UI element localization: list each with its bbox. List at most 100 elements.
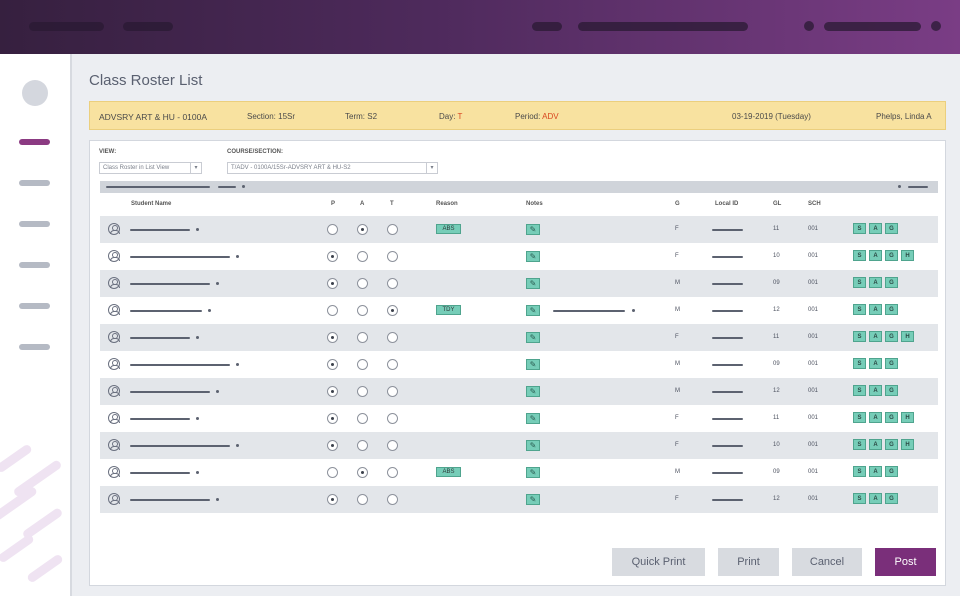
sidebar-item[interactable] xyxy=(19,180,50,186)
chip-g-button[interactable]: G xyxy=(885,439,898,450)
chip-a-button[interactable]: A xyxy=(869,385,882,396)
chip-g-button[interactable]: G xyxy=(885,223,898,234)
attendance-radio-a[interactable] xyxy=(357,305,368,316)
chip-g-button[interactable]: G xyxy=(885,493,898,504)
edit-note-icon[interactable]: ✎ xyxy=(526,359,540,370)
chip-g-button[interactable]: G xyxy=(885,277,898,288)
chip-g-button[interactable]: G xyxy=(885,358,898,369)
attendance-radio-t[interactable] xyxy=(387,224,398,235)
edit-note-icon[interactable]: ✎ xyxy=(526,386,540,397)
cancel-button[interactable]: Cancel xyxy=(792,548,862,576)
attendance-radio-p[interactable] xyxy=(327,386,338,397)
chip-g-button[interactable]: G xyxy=(885,466,898,477)
course-select[interactable]: T/ADV - 0100A/15Sr-ADVSRY ART & HU-S2 ▾ xyxy=(227,162,438,174)
settings-icon[interactable] xyxy=(931,21,941,31)
edit-note-icon[interactable]: ✎ xyxy=(526,278,540,289)
student-name-placeholder[interactable] xyxy=(130,256,230,258)
attendance-radio-p[interactable] xyxy=(327,467,338,478)
chip-s-button[interactable]: S xyxy=(853,493,866,504)
chip-s-button[interactable]: S xyxy=(853,385,866,396)
student-name-placeholder[interactable] xyxy=(130,310,202,312)
chip-a-button[interactable]: A xyxy=(869,358,882,369)
reason-badge[interactable]: ABS xyxy=(436,467,461,477)
chip-s-button[interactable]: S xyxy=(853,331,866,342)
chip-s-button[interactable]: S xyxy=(853,412,866,423)
attendance-radio-a[interactable] xyxy=(357,440,368,451)
chip-s-button[interactable]: S xyxy=(853,466,866,477)
nav-placeholder[interactable] xyxy=(123,22,173,31)
edit-note-icon[interactable]: ✎ xyxy=(526,332,540,343)
chip-h-button[interactable]: H xyxy=(901,412,914,423)
attendance-radio-t[interactable] xyxy=(387,332,398,343)
attendance-radio-t[interactable] xyxy=(387,413,398,424)
chip-s-button[interactable]: S xyxy=(853,304,866,315)
attendance-radio-p[interactable] xyxy=(327,332,338,343)
chip-h-button[interactable]: H xyxy=(901,439,914,450)
chip-g-button[interactable]: G xyxy=(885,412,898,423)
col-local-id[interactable]: Local ID xyxy=(715,201,739,207)
edit-note-icon[interactable]: ✎ xyxy=(526,494,540,505)
student-name-placeholder[interactable] xyxy=(130,418,190,420)
chip-h-button[interactable]: H xyxy=(901,250,914,261)
post-button[interactable]: Post xyxy=(875,548,936,576)
reason-badge[interactable]: ABS xyxy=(436,224,461,234)
attendance-radio-a[interactable] xyxy=(357,224,368,235)
attendance-radio-a[interactable] xyxy=(357,413,368,424)
col-student-name[interactable]: Student Name xyxy=(131,201,172,207)
edit-note-icon[interactable]: ✎ xyxy=(526,440,540,451)
nav-placeholder[interactable] xyxy=(532,22,562,31)
chip-a-button[interactable]: A xyxy=(869,331,882,342)
chip-s-button[interactable]: S xyxy=(853,439,866,450)
attendance-radio-a[interactable] xyxy=(357,359,368,370)
student-name-placeholder[interactable] xyxy=(130,364,230,366)
student-name-placeholder[interactable] xyxy=(130,337,190,339)
attendance-radio-a[interactable] xyxy=(357,494,368,505)
chip-s-button[interactable]: S xyxy=(853,358,866,369)
sidebar-item[interactable] xyxy=(19,344,50,350)
attendance-radio-p[interactable] xyxy=(327,278,338,289)
reason-badge[interactable]: TDY xyxy=(436,305,461,315)
attendance-radio-a[interactable] xyxy=(357,332,368,343)
chip-a-button[interactable]: A xyxy=(869,439,882,450)
chip-g-button[interactable]: G xyxy=(885,304,898,315)
attendance-radio-p[interactable] xyxy=(327,440,338,451)
attendance-radio-p[interactable] xyxy=(327,494,338,505)
chip-g-button[interactable]: G xyxy=(885,331,898,342)
quick-print-button[interactable]: Quick Print xyxy=(612,548,705,576)
attendance-radio-t[interactable] xyxy=(387,440,398,451)
attendance-radio-p[interactable] xyxy=(327,251,338,262)
sidebar-item-active[interactable] xyxy=(19,139,50,145)
student-name-placeholder[interactable] xyxy=(130,472,190,474)
edit-note-icon[interactable]: ✎ xyxy=(526,305,540,316)
student-name-placeholder[interactable] xyxy=(130,499,210,501)
edit-note-icon[interactable]: ✎ xyxy=(526,413,540,424)
search-placeholder[interactable] xyxy=(578,22,748,31)
sidebar-item[interactable] xyxy=(19,221,50,227)
attendance-radio-p[interactable] xyxy=(327,413,338,424)
sidebar-item[interactable] xyxy=(19,262,50,268)
attendance-radio-a[interactable] xyxy=(357,251,368,262)
attendance-radio-t[interactable] xyxy=(387,305,398,316)
attendance-radio-t[interactable] xyxy=(387,494,398,505)
chip-s-button[interactable]: S xyxy=(853,277,866,288)
attendance-radio-t[interactable] xyxy=(387,278,398,289)
sidebar-item[interactable] xyxy=(19,303,50,309)
edit-note-icon[interactable]: ✎ xyxy=(526,224,540,235)
chip-g-button[interactable]: G xyxy=(885,250,898,261)
print-button[interactable]: Print xyxy=(718,548,779,576)
chip-g-button[interactable]: G xyxy=(885,385,898,396)
student-name-placeholder[interactable] xyxy=(130,445,230,447)
attendance-radio-p[interactable] xyxy=(327,305,338,316)
student-name-placeholder[interactable] xyxy=(130,229,190,231)
attendance-radio-p[interactable] xyxy=(327,224,338,235)
attendance-radio-t[interactable] xyxy=(387,251,398,262)
toolbar-placeholder[interactable] xyxy=(908,186,928,188)
attendance-radio-t[interactable] xyxy=(387,467,398,478)
chip-a-button[interactable]: A xyxy=(869,304,882,315)
chip-s-button[interactable]: S xyxy=(853,250,866,261)
attendance-radio-a[interactable] xyxy=(357,278,368,289)
chip-a-button[interactable]: A xyxy=(869,412,882,423)
notification-icon[interactable] xyxy=(804,21,814,31)
chip-a-button[interactable]: A xyxy=(869,250,882,261)
student-name-placeholder[interactable] xyxy=(130,283,210,285)
